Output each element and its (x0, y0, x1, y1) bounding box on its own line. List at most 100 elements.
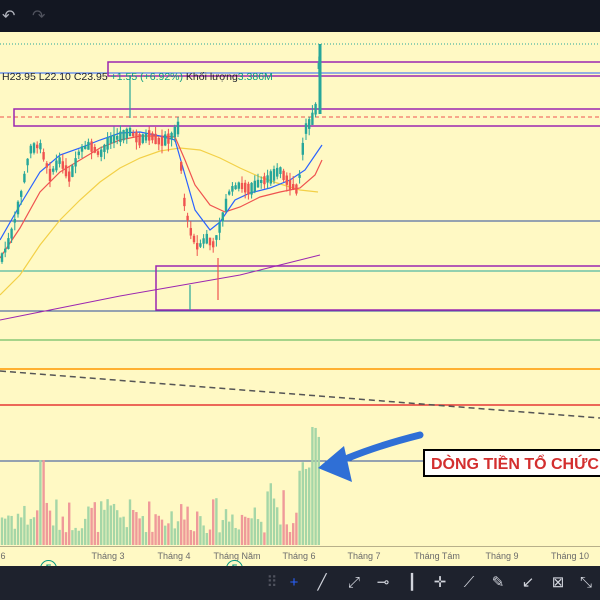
volume-bar (128, 499, 132, 545)
time-axis[interactable]: 6 Tháng 3 Tháng 4 Tháng Năm Tháng 6 Thán… (0, 546, 600, 567)
volume-bar (170, 511, 173, 545)
volume-bar (282, 490, 285, 545)
volume-bar (199, 516, 202, 545)
volume-bar (228, 521, 231, 545)
candle-body (272, 168, 276, 181)
time-tick: 6 (0, 551, 6, 561)
volume-bar (106, 499, 109, 545)
candle-body (144, 133, 148, 141)
zoom-icon[interactable]: ⊠ (551, 574, 565, 591)
volume-bar (164, 525, 167, 545)
volume-bar (256, 519, 260, 545)
redo-icon[interactable]: ↷ (32, 8, 46, 25)
candle-body (122, 130, 125, 141)
candle-body (135, 131, 138, 143)
candle-body (311, 112, 314, 125)
volume-bar (61, 516, 64, 545)
candle-body (253, 180, 256, 192)
candle-body (100, 149, 103, 157)
candle-body (266, 175, 269, 183)
candle-body (314, 103, 317, 115)
legend-change: +1.55 (+6.92%) (110, 71, 183, 83)
candle-body (202, 238, 205, 244)
candle-body (256, 179, 260, 188)
volume-bar (144, 532, 148, 545)
crosshair-icon[interactable]: + (289, 574, 299, 591)
candle-body (58, 157, 61, 164)
candle-body (45, 163, 48, 168)
candle-body (170, 132, 173, 140)
candle-body (32, 143, 36, 153)
candle-icon[interactable]: ┃ (407, 574, 417, 591)
ruler-icon[interactable]: ⟋ (463, 574, 475, 591)
candle-body (237, 182, 240, 189)
volume-bar (237, 529, 240, 545)
price-chart[interactable] (0, 32, 600, 566)
candle-body (183, 197, 186, 207)
candle-body (173, 126, 176, 138)
measure-icon[interactable]: ↙ (521, 574, 535, 591)
candle-body (7, 238, 10, 249)
chart-pane[interactable]: H23.95 L22.10 C23.95 +1.55 (+6.92%) Khối… (0, 32, 600, 566)
volume-bar (183, 519, 186, 545)
volume-bar (64, 532, 68, 545)
horizontal-line-icon[interactable]: ⊸ (376, 574, 390, 591)
candle-body (84, 145, 87, 149)
volume-bar (192, 531, 196, 545)
candle-body (13, 219, 16, 223)
candle-body (276, 167, 279, 177)
volume-bar (58, 529, 61, 545)
candle-body (23, 173, 26, 183)
volume-bar (55, 499, 58, 545)
time-tick: Tháng 4 (157, 551, 191, 561)
volume-bar (29, 518, 32, 545)
ma-medium (0, 135, 323, 259)
cross-icon[interactable]: ✛ (433, 574, 447, 591)
volume-bar (74, 527, 77, 545)
ma-long (0, 254, 321, 321)
candle-body (301, 142, 304, 155)
candle-body (308, 119, 311, 129)
candle-body (218, 222, 221, 233)
annotation-label[interactable]: DÒNG TIỀN TỔ CHỨC (423, 449, 600, 477)
undo-icon[interactable]: ↶ (2, 8, 16, 25)
volume-bar (112, 503, 116, 545)
polyline-icon[interactable]: ⤢ (347, 574, 360, 591)
volume-bar (189, 529, 192, 545)
volume-bar (125, 527, 128, 545)
volume-bar (205, 532, 208, 545)
drawing-toolbar: ⠿ + ╱ ⤢ ⊸ ┃ ✛ ⟋ ✎ ↙ ⊠ ⤡ (0, 566, 600, 600)
volume-bar (10, 515, 13, 545)
grip-icon[interactable]: ⠿ (266, 574, 278, 591)
trend-line (0, 370, 600, 419)
volume-bar (87, 506, 90, 545)
candle-body (167, 133, 170, 144)
volume-bar (196, 511, 199, 545)
candle-body (244, 182, 247, 193)
candle-body (138, 134, 141, 146)
candle-body (55, 160, 58, 171)
volume-bar (154, 514, 157, 545)
candle-body (205, 233, 208, 244)
candle-body (160, 136, 164, 146)
time-tick: Tháng Tám (414, 551, 460, 561)
volume-bar (285, 524, 288, 545)
candle-body (192, 235, 196, 243)
candle-body (180, 162, 183, 171)
candle-body (282, 170, 285, 181)
volume-bar (202, 525, 205, 545)
volume-bar (13, 528, 16, 545)
volume-bar (119, 517, 122, 545)
time-tick: Tháng 3 (91, 551, 125, 561)
candle-body (106, 137, 109, 150)
candle-body (157, 137, 160, 145)
time-tick: Tháng 9 (485, 551, 519, 561)
candle-body (234, 185, 237, 190)
candle-body (125, 128, 128, 139)
trend-line-icon[interactable]: ╱ (317, 574, 327, 591)
brush-icon[interactable]: ✎ (491, 574, 505, 591)
candle-body (132, 132, 135, 137)
volume-bar (272, 498, 276, 545)
arrows-icon[interactable]: ⤡ (579, 574, 592, 591)
candle-body (112, 134, 116, 144)
